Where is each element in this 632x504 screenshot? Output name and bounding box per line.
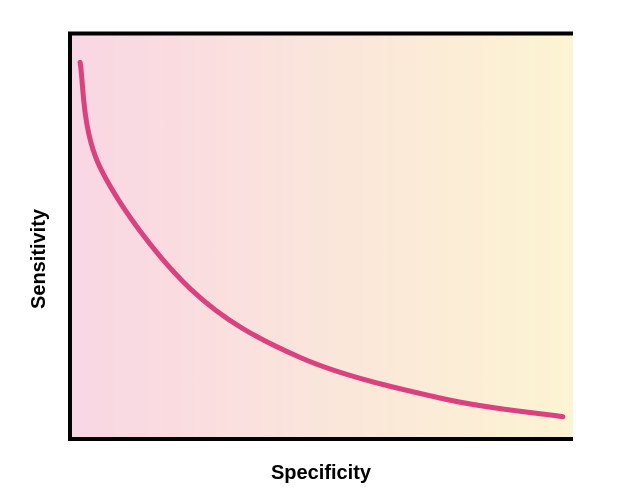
series-line-0 [77, 59, 566, 420]
y-axis-title: Sensitivity [28, 208, 50, 309]
series-layer [77, 59, 566, 420]
x-axis-title: Specificity [271, 462, 372, 484]
plot-background [70, 34, 573, 439]
